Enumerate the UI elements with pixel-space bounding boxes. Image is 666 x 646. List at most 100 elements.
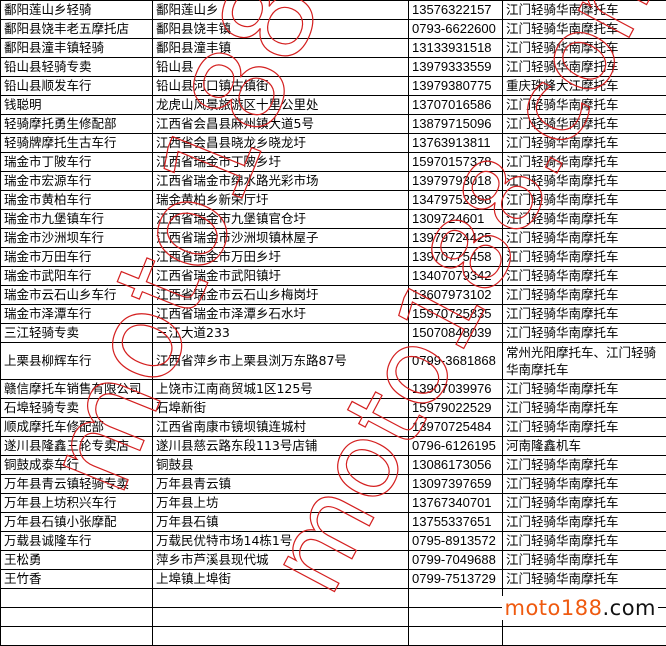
table-row [1, 627, 666, 646]
brand-cell: 江门轻骑华南摩托车 [503, 324, 666, 343]
phone-cell: 13755337651 [409, 513, 503, 532]
brand-cell: 江门轻骑华南摩托车 [503, 39, 666, 58]
phone-cell: 0796-6126195 [409, 437, 503, 456]
phone-cell: 13767340701 [409, 494, 503, 513]
dealer-name-cell: 石埠轻骑专卖 [1, 399, 153, 418]
dealer-name-cell: 赣信摩托车销售有限公司 [1, 380, 153, 399]
address-cell: 万年县青云镇 [153, 475, 409, 494]
brand-cell: 江门轻骑华南摩托车 [503, 191, 666, 210]
address-cell [153, 627, 409, 646]
phone-cell: 13607973102 [409, 286, 503, 305]
address-cell: 江西省会昌县晓龙乡晓龙圩 [153, 134, 409, 153]
address-cell: 江西省会昌县麻州镇大道5号 [153, 115, 409, 134]
brand-cell: 江门轻骑华南摩托车 [503, 96, 666, 115]
phone-cell: 13097397659 [409, 475, 503, 494]
dealer-name-cell: 万载县诚隆车行 [1, 532, 153, 551]
dealer-name-cell: 轻骑牌摩托生古车行 [1, 134, 153, 153]
brand-cell: 江门轻骑华南摩托车 [503, 134, 666, 153]
brand-cell: 江门轻骑华南摩托车 [503, 418, 666, 437]
dealer-name-cell: 铅山县轻骑专卖 [1, 58, 153, 77]
address-cell: 万载民优特市场14栋1号 [153, 532, 409, 551]
dealer-name-cell: 瑞金市万田车行 [1, 248, 153, 267]
phone-cell: 13970725484 [409, 418, 503, 437]
dealer-name-cell: 王竹香 [1, 570, 153, 589]
dealer-name-cell: 万年县青云镇轻骑专卖 [1, 475, 153, 494]
brand-cell: 重庆珠峰大江摩托车 [503, 77, 666, 96]
address-cell: 鄱阳莲山乡 [153, 1, 409, 20]
dealer-name-cell: 钱聪明 [1, 96, 153, 115]
brand-cell: 江门轻骑华南摩托车 [503, 1, 666, 20]
brand-cell: 江门轻骑华南摩托车 [503, 475, 666, 494]
dealer-name-cell: 瑞金市武阳车行 [1, 267, 153, 286]
brand-cell: 江门轻骑华南摩托车 [503, 456, 666, 475]
phone-cell: 15070848039 [409, 324, 503, 343]
brand-cell: 江门轻骑华南摩托车 [503, 115, 666, 134]
address-cell: 石埠新街 [153, 399, 409, 418]
site-logo: moto188.com [502, 596, 658, 620]
dealer-name-cell: 瑞金市宏源车行 [1, 172, 153, 191]
dealer-name-cell: 王松勇 [1, 551, 153, 570]
dealer-name-cell: 瑞金市沙洲坝车行 [1, 229, 153, 248]
dealer-name-cell: 上栗县柳辉车行 [1, 343, 153, 380]
phone-cell [409, 608, 503, 627]
address-cell: 瑞金黄柏乡新荣厅圩 [153, 191, 409, 210]
address-cell: 铅山县 [153, 58, 409, 77]
brand-cell: 江门轻骑华南摩托车 [503, 267, 666, 286]
dealer-name-cell: 铜鼓成泰车行 [1, 456, 153, 475]
address-cell: 江西省瑞金市绵水路光彩市场 [153, 172, 409, 191]
address-cell: 萍乡市芦溪县现代城 [153, 551, 409, 570]
phone-cell: 15970157378 [409, 153, 503, 172]
dealer-name-cell: 鄱阳县潼丰镇轻骑 [1, 39, 153, 58]
phone-cell: 13979380775 [409, 77, 503, 96]
brand-cell: 江门轻骑华南摩托车 [503, 286, 666, 305]
dealer-name-cell: 轻骑摩托勇生修配部 [1, 115, 153, 134]
address-cell: 江西省瑞金市云石山乡梅岗圩 [153, 286, 409, 305]
address-cell: 鄱阳县饶丰镇 [153, 20, 409, 39]
dealer-name-cell: 瑞金市丁陂车行 [1, 153, 153, 172]
phone-cell: 13576322157 [409, 1, 503, 20]
address-cell: 龙虎山风景旅游区十里公里处 [153, 96, 409, 115]
brand-cell: 江门轻骑华南摩托车 [503, 380, 666, 399]
address-cell [153, 608, 409, 627]
dealer-name-cell [1, 627, 153, 646]
phone-cell: 15979022529 [409, 399, 503, 418]
brand-cell: 江门轻骑华南摩托车 [503, 305, 666, 324]
dealer-name-cell [1, 608, 153, 627]
logo-part2: .com [602, 596, 656, 620]
phone-cell: 13979724425 [409, 229, 503, 248]
phone-cell: 13763913811 [409, 134, 503, 153]
dealer-name-cell: 万年县上坊积兴车行 [1, 494, 153, 513]
address-cell: 上饶市江南商贸城1区125号 [153, 380, 409, 399]
brand-cell: 江门轻骑华南摩托车 [503, 494, 666, 513]
brand-cell: 江门轻骑华南摩托车 [503, 248, 666, 267]
brand-cell: 江门轻骑华南摩托车 [503, 210, 666, 229]
dealer-name-cell: 瑞金市泽潭车行 [1, 305, 153, 324]
phone-cell: 13907039976 [409, 380, 503, 399]
phone-cell: 13479752898 [409, 191, 503, 210]
phone-cell: 13133931518 [409, 39, 503, 58]
brand-cell: 江门轻骑华南摩托车 [503, 153, 666, 172]
dealer-name-cell: 鄱阳县饶丰老五摩托店 [1, 20, 153, 39]
